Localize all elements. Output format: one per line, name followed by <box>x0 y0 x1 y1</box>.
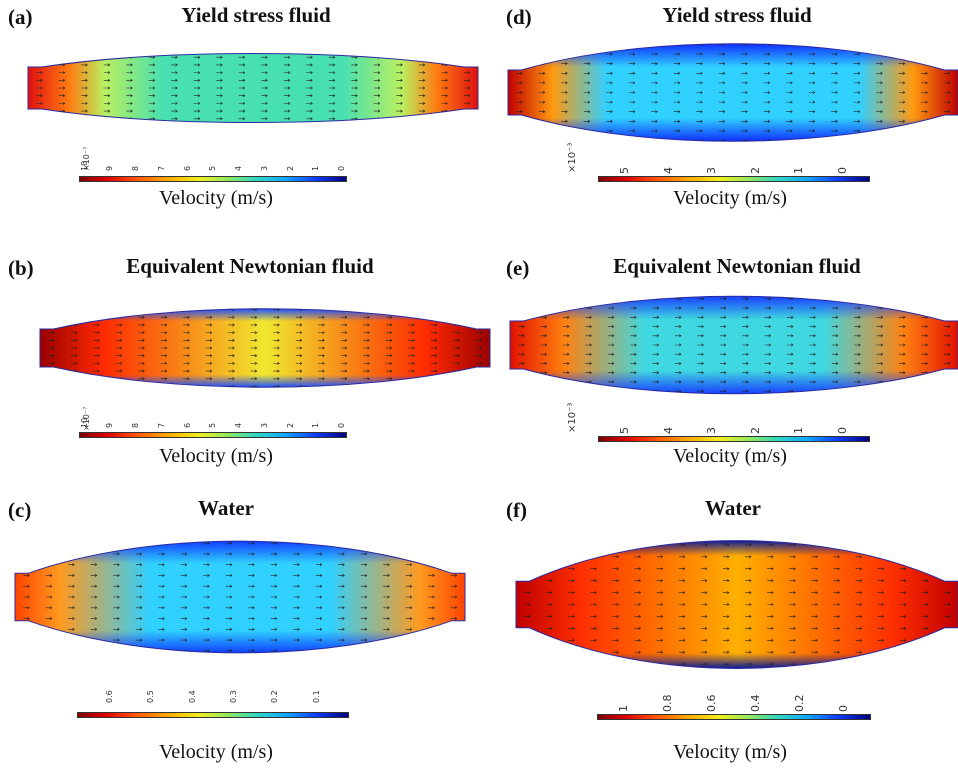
vessel-wall-shading <box>15 541 465 653</box>
colorbar-tick-label: 4 <box>234 165 244 171</box>
colorbar-tick-label: 2 <box>748 427 762 434</box>
colorbar-tick-label: 2 <box>748 167 762 174</box>
colorbar-tick-label: 6 <box>182 422 192 428</box>
panel-letter: (e) <box>506 256 530 280</box>
colorbar-tick-label: 4 <box>234 422 244 428</box>
colorbar-tick-label: 0.4 <box>748 694 762 713</box>
panel-letter: (d) <box>506 5 532 29</box>
colorbar-tick-label: 3 <box>259 165 269 171</box>
colorbar-tick-label: 0.3 <box>229 690 239 703</box>
colorbar-tick-label: 8 <box>131 165 141 171</box>
colorbar-tick-label: 6 <box>182 165 192 171</box>
colorbar-tick-label: 0.8 <box>661 694 675 713</box>
colorbar-tick-label: 4 <box>661 167 675 174</box>
colorbar-label: Velocity (m/s) <box>673 187 787 209</box>
colorbar-tick-label: 5 <box>208 422 218 428</box>
colorbar-tick-label: 0.6 <box>105 690 115 703</box>
vessel-wall-shading <box>40 308 490 388</box>
colorbar-tick-label: 5 <box>208 165 218 171</box>
colorbar-tick-label: 10 <box>79 160 89 171</box>
panel-title: Equivalent Newtonian fluid <box>613 254 861 278</box>
colorbar-gradient <box>77 712 349 718</box>
colorbar-exponent: ×10⁻³ <box>567 142 578 173</box>
colorbar-tick-label: 10 <box>79 417 89 428</box>
colorbar-tick-label: 2 <box>285 165 295 171</box>
vessel-wall <box>27 53 479 123</box>
vessel-velocity-field <box>509 295 958 395</box>
colorbar-tick-label: 7 <box>156 165 166 171</box>
vessel-wall <box>39 308 491 388</box>
colorbar-tick-label: 9 <box>105 165 115 171</box>
vessel-body <box>28 53 478 123</box>
panel-title: Yield stress fluid <box>662 3 812 27</box>
panel-letter: (b) <box>8 256 34 280</box>
vessel-wall <box>14 540 466 654</box>
colorbar-tick-label: 1 <box>617 705 631 712</box>
colorbar-gradient <box>598 176 870 182</box>
colorbar-tick-label: 0.5 <box>146 690 156 703</box>
colorbar-tick-label: 2 <box>285 422 295 428</box>
colorbar-tick-label: 5 <box>618 427 632 434</box>
panel-title: Equivalent Newtonian fluid <box>126 254 374 278</box>
colorbar-tick-label: 1 <box>311 165 321 171</box>
colorbar-exponent: ×10⁻³ <box>567 402 578 433</box>
colorbar-tick-label: 7 <box>156 422 166 428</box>
panel-title: Water <box>705 496 761 520</box>
panel-letter: (c) <box>8 498 32 522</box>
vessel-wall <box>507 43 958 142</box>
colorbar-label: Velocity (m/s) <box>159 445 273 467</box>
colorbar-gradient <box>79 432 347 438</box>
vessel-wall-shading <box>516 540 958 669</box>
vessel-velocity-field <box>39 308 491 388</box>
colorbar-tick-label: 3 <box>705 167 719 174</box>
vessel-wall <box>509 295 958 395</box>
panel-title: Water <box>198 496 254 520</box>
colorbar-tick-label: 3 <box>259 422 269 428</box>
panel-letter: (f) <box>506 498 527 522</box>
colorbar-tick-label: 1 <box>792 427 806 434</box>
colorbar-label: Velocity (m/s) <box>673 445 787 467</box>
colorbar-label: Velocity (m/s) <box>159 187 273 209</box>
vessel-wall-shading <box>508 43 958 142</box>
colorbar-tick-label: 1 <box>792 167 806 174</box>
colorbar-tick-label: 0 <box>337 422 347 428</box>
colorbar-tick-label: 0 <box>835 427 849 434</box>
vessel-wall <box>515 540 958 669</box>
colorbar-tick-label: 0 <box>836 705 850 712</box>
colorbar-tick-label: 4 <box>661 427 675 434</box>
colorbar-tick-label: 5 <box>618 167 632 174</box>
colorbar-tick-label: 8 <box>131 422 141 428</box>
panel-title: Yield stress fluid <box>181 3 331 27</box>
panel-letter: (a) <box>8 5 33 29</box>
colorbar-tick-label: 0.6 <box>705 694 719 713</box>
colorbar-tick-label: 0.2 <box>792 694 806 713</box>
colorbar-tick-label: 1 <box>311 422 321 428</box>
colorbar-tick-label: 0 <box>337 165 347 171</box>
colorbar-tick-label: 3 <box>705 427 719 434</box>
vessel-velocity-field <box>515 540 958 669</box>
colorbar-tick-label: 0 <box>835 167 849 174</box>
vessel-wall-shading <box>510 296 958 394</box>
vessel-velocity-field <box>27 53 479 123</box>
colorbar-gradient <box>597 714 871 720</box>
colorbar-label: Velocity (m/s) <box>673 741 787 763</box>
colorbar-gradient <box>79 176 347 182</box>
colorbar-tick-label: 0.2 <box>270 690 280 703</box>
colorbar-tick-label: 0.1 <box>311 690 321 703</box>
colorbar-gradient <box>598 436 870 442</box>
colorbar-tick-label: 0.4 <box>187 690 197 703</box>
colorbar-tick-label: 9 <box>105 422 115 428</box>
colorbar-label: Velocity (m/s) <box>159 741 273 763</box>
vessel-velocity-field <box>507 43 958 142</box>
vessel-velocity-field <box>14 540 466 654</box>
